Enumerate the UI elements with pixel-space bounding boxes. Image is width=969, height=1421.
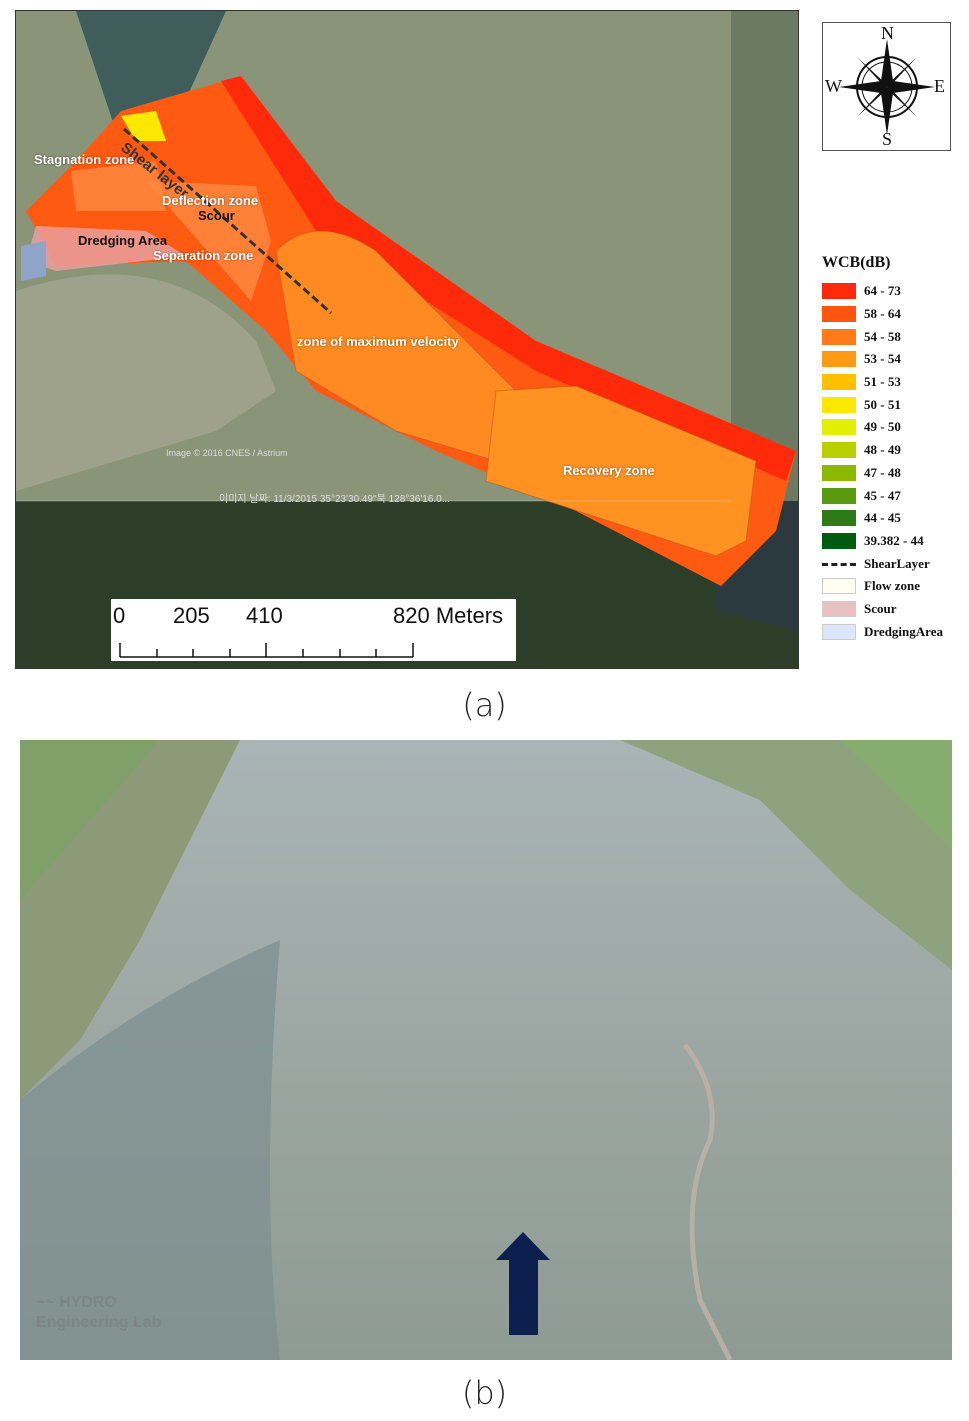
legend-label: 39.382 - 44 bbox=[864, 532, 924, 548]
legend-swatch bbox=[822, 351, 856, 368]
scale-ticks bbox=[119, 643, 414, 658]
legend-item-wcb: 53 - 54 bbox=[822, 348, 943, 371]
legend-swatch bbox=[822, 306, 856, 323]
legend: WCB(dB) 64 - 73 58 - 64 54 - 58 53 - 54 51 -… bbox=[822, 254, 943, 643]
legend-swatch bbox=[822, 283, 856, 300]
stagnation-zone bbox=[71, 161, 166, 211]
legend-item-wcb: 64 - 73 bbox=[822, 280, 943, 303]
flow-direction-arrow-icon bbox=[496, 1232, 550, 1335]
north-arrow: N S E W bbox=[822, 22, 951, 151]
compass-s: S bbox=[882, 129, 893, 149]
legend-label: 44 - 45 bbox=[864, 510, 901, 526]
legend-item-wcb: 48 - 49 bbox=[822, 439, 943, 462]
deflection-zone bbox=[146, 181, 271, 301]
legend-swatch bbox=[822, 578, 856, 595]
compass-rose-icon bbox=[839, 39, 935, 135]
label-dredging-area: Dredging Area bbox=[78, 233, 168, 248]
legend-item-wcb: 58 - 64 bbox=[822, 303, 943, 326]
legend-swatch bbox=[822, 532, 856, 549]
wcb-map: Stagnation zone Shear layer Deflection z… bbox=[15, 10, 799, 669]
photo-graphic bbox=[20, 740, 952, 1360]
legend-swatch bbox=[822, 396, 856, 413]
farmland bbox=[16, 274, 276, 491]
legend-swatch bbox=[822, 623, 856, 640]
legend-item-flow-zone: Flow zone bbox=[822, 575, 943, 598]
legend-label: 54 - 58 bbox=[864, 328, 901, 344]
legend-item-dredging: DredgingArea bbox=[822, 620, 943, 643]
label-deflection-zone: Deflection zone bbox=[162, 193, 259, 208]
aerial-photo: ~~ HYDRO Engineering Lab bbox=[20, 740, 952, 1360]
legend-label: 51 - 53 bbox=[864, 374, 901, 390]
legend-swatch bbox=[822, 328, 856, 345]
recovery-zone bbox=[485, 385, 757, 557]
caption-a: (a) bbox=[462, 686, 507, 724]
legend-item-wcb: 50 - 51 bbox=[822, 393, 943, 416]
dark-water bbox=[20, 940, 280, 1360]
map-graphic bbox=[16, 11, 798, 668]
label-stagnation-zone: Stagnation zone bbox=[34, 152, 135, 167]
label-max-velocity: zone of maximum velocity bbox=[297, 334, 459, 349]
scale-label-410: 410 bbox=[246, 603, 283, 628]
sediment-line bbox=[683, 1043, 733, 1360]
legend-label: Flow zone bbox=[864, 578, 920, 594]
scale-label-205: 205 bbox=[173, 603, 210, 628]
legend-label: 58 - 64 bbox=[864, 306, 901, 322]
legend-item-wcb: 47 - 48 bbox=[822, 462, 943, 485]
legend-item-wcb: 39.382 - 44 bbox=[822, 530, 943, 553]
legend-label: Scour bbox=[864, 600, 897, 616]
legend-item-shear-layer: ShearLayer bbox=[822, 552, 943, 575]
legend-label: 50 - 51 bbox=[864, 396, 901, 412]
legend-swatch bbox=[822, 442, 856, 459]
legend-swatch bbox=[822, 374, 856, 391]
compass-n: N bbox=[881, 23, 894, 43]
legend-title: WCB(dB) bbox=[822, 254, 891, 271]
compass-w: W bbox=[825, 76, 842, 96]
imagery-date: 이미지 날짜: 11/3/2015 35°23'30.49"북 128°36'1… bbox=[219, 494, 451, 505]
caption-b: (b) bbox=[461, 1374, 508, 1412]
legend-label: 48 - 49 bbox=[864, 442, 901, 458]
right-bank bbox=[620, 740, 952, 970]
legend-label: 53 - 54 bbox=[864, 351, 901, 367]
scale-bar: 0 205 410 820 Meters bbox=[111, 599, 516, 661]
legend-label: DredgingArea bbox=[864, 623, 943, 639]
imagery-credit: Image © 2016 CNES / Astrium bbox=[166, 448, 288, 458]
legend-label: 64 - 73 bbox=[864, 283, 901, 299]
legend-item-wcb: 49 - 50 bbox=[822, 416, 943, 439]
legend-label: 47 - 48 bbox=[864, 464, 901, 480]
label-recovery-zone: Recovery zone bbox=[563, 463, 655, 478]
legend-swatch bbox=[822, 419, 856, 436]
legend-item-scour: Scour bbox=[822, 598, 943, 621]
river-upstream bbox=[76, 11, 226, 131]
scale-label-820: 820 Meters bbox=[393, 603, 504, 628]
legend-item-wcb: 44 - 45 bbox=[822, 507, 943, 530]
dashed-line-icon bbox=[822, 563, 856, 567]
shear-layer-line bbox=[123, 127, 332, 315]
legend-label: 45 - 47 bbox=[864, 487, 901, 503]
compass-e: E bbox=[934, 76, 945, 96]
legend-label: ShearLayer bbox=[864, 555, 930, 571]
legend-swatch bbox=[822, 600, 856, 617]
dredging-area bbox=[26, 226, 186, 271]
legend-item-wcb: 54 - 58 bbox=[822, 325, 943, 348]
scale-label-0: 0 bbox=[113, 603, 126, 628]
legend-swatch bbox=[822, 464, 856, 481]
watermark-logo: ~~ HYDRO Engineering Lab bbox=[36, 1294, 162, 1331]
legend-item-wcb: 45 - 47 bbox=[822, 484, 943, 507]
label-separation-zone: Separation zone bbox=[153, 248, 254, 263]
legend-label: 49 - 50 bbox=[864, 419, 901, 435]
label-scour: Scour bbox=[198, 208, 235, 223]
legend-item-wcb: 51 - 53 bbox=[822, 371, 943, 394]
legend-swatch bbox=[822, 510, 856, 527]
legend-swatch bbox=[822, 487, 856, 504]
